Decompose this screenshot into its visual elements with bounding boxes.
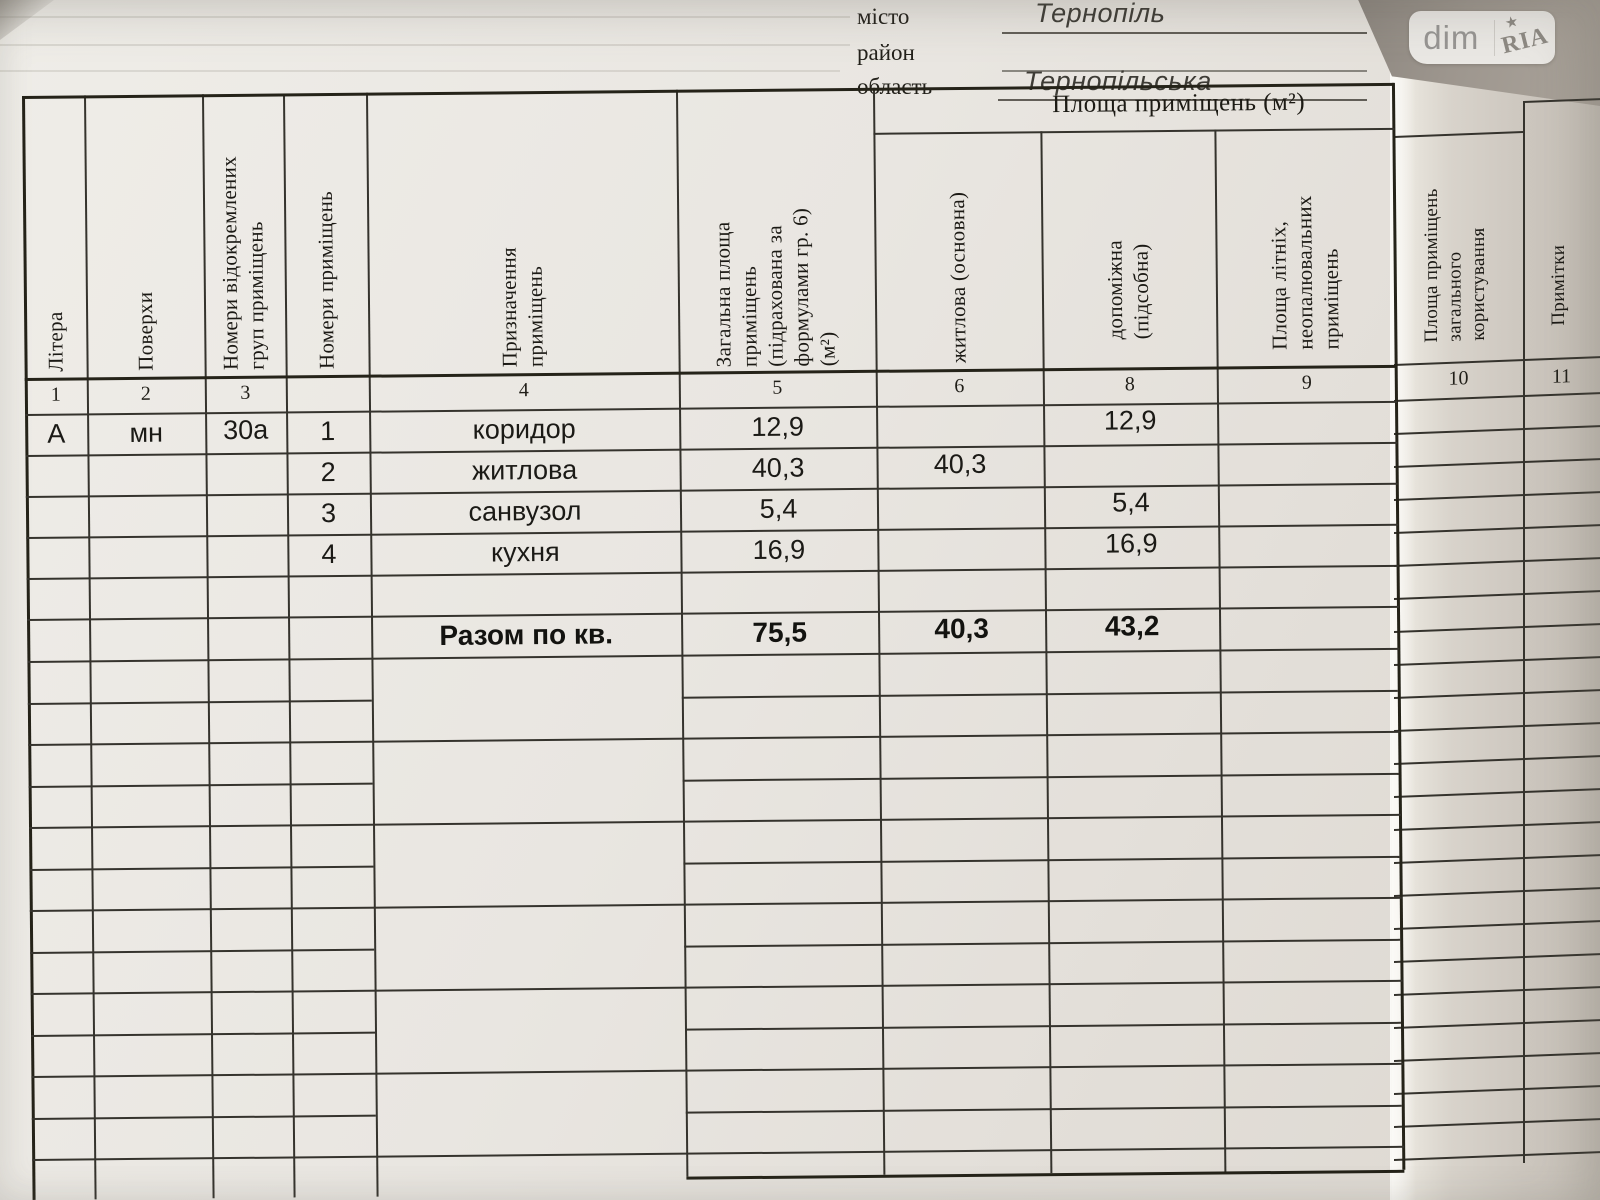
cell-total: 5,4: [759, 493, 798, 524]
grid-line: [684, 1021, 1401, 1031]
cell-purpose: житлова: [471, 454, 578, 486]
column-number-4: 4: [518, 379, 529, 402]
field-underline: [1002, 32, 1367, 34]
field-value-city: Тернопіль: [1035, 0, 1166, 28]
field-label-district: район: [857, 40, 915, 65]
cell-living: 40,3: [933, 448, 987, 480]
cell-purpose: кухня: [490, 536, 560, 568]
grid-line: [1391, 82, 1406, 1170]
cell-aux: 5,4: [1112, 487, 1150, 518]
grid-line: [29, 865, 374, 871]
column-header-total-area: Загальна площа приміщень (підрахована за…: [710, 207, 840, 368]
field-value-region: Тернопільська: [1024, 66, 1212, 96]
cell-room-num: 3: [320, 498, 337, 529]
cell-purpose: коридор: [472, 413, 576, 445]
cell-total-sum: 75,5: [752, 616, 808, 649]
cell-living-sum: 40,3: [934, 612, 990, 645]
bleed-rule-line: [0, 70, 840, 72]
grid-line: [873, 127, 1395, 135]
cell-group: 30а: [223, 414, 269, 446]
column-number-2: 2: [140, 382, 151, 405]
bleed-rule-line: [0, 16, 850, 18]
cell-floors: мн: [129, 417, 164, 448]
grid-line: [31, 1062, 1404, 1078]
grid-line: [29, 813, 1401, 829]
column-header-litera: Літера: [43, 311, 68, 372]
column-header-summer-area: Площа літніх, неопалювальних приміщень: [1266, 195, 1344, 351]
field-underline: [1002, 70, 1367, 72]
cell-total-label: Разом по кв.: [439, 618, 614, 652]
grid-line: [28, 782, 373, 788]
logo-dim-text: dim: [1423, 18, 1480, 56]
grid-line: [682, 772, 1399, 782]
cell-room-num: 1: [320, 416, 336, 447]
grid-line: [30, 979, 1403, 995]
column-header-aux-area: допоміжна (підсобна): [1102, 239, 1154, 340]
logo-divider: [1493, 19, 1495, 56]
grid-line: [684, 938, 1401, 948]
grid-line: [681, 689, 1398, 699]
cell-room-num: 2: [320, 457, 336, 488]
field-label-city: місто: [857, 4, 910, 29]
cell-total: 40,3: [751, 452, 805, 484]
grid-line: [686, 1169, 1405, 1180]
grid-line: [28, 730, 1401, 746]
dimria-logo: dim ★ RIA: [1409, 11, 1555, 64]
grid-line: [30, 948, 375, 954]
column-header-living-area: житлова (основна): [944, 191, 971, 364]
column-number-5: 5: [772, 376, 783, 399]
column-header-room-numbers: Номери приміщень: [312, 190, 339, 370]
area-title: Площа приміщень (м²): [1052, 88, 1306, 119]
cell-purpose: санвузол: [468, 495, 582, 527]
column-number-6: 6: [954, 374, 965, 398]
column-number-8: 8: [1124, 373, 1135, 396]
bleed-rule-line: [0, 44, 850, 46]
cell-room-num: 4: [321, 539, 337, 570]
column-number-1: 1: [50, 383, 61, 406]
cell-total: 12,9: [751, 411, 805, 443]
grid-line: [685, 1104, 1402, 1114]
cell-aux: 16,9: [1104, 528, 1158, 559]
column-number-blank: [286, 381, 369, 382]
field-underline: [998, 99, 1367, 101]
column-header-purpose: Призначення приміщень: [496, 246, 548, 368]
column-number-3: 3: [240, 381, 251, 404]
grid-line: [27, 699, 372, 705]
cell-litera: А: [47, 418, 66, 449]
cell-aux-sum: 43,2: [1104, 610, 1160, 642]
cell-total: 16,9: [752, 534, 806, 566]
cell-aux: 12,9: [1103, 405, 1157, 436]
grid-line: [31, 1114, 376, 1120]
column-header-floors: Поверхи: [132, 291, 158, 371]
grid-line: [29, 896, 1402, 912]
column-number-9: 9: [1301, 371, 1312, 394]
column-header-group-numbers: Номери відокремлених груп приміщень: [216, 156, 269, 371]
grid-line: [683, 855, 1400, 865]
grid-line: [32, 1145, 1405, 1161]
grid-line: [31, 1031, 376, 1037]
